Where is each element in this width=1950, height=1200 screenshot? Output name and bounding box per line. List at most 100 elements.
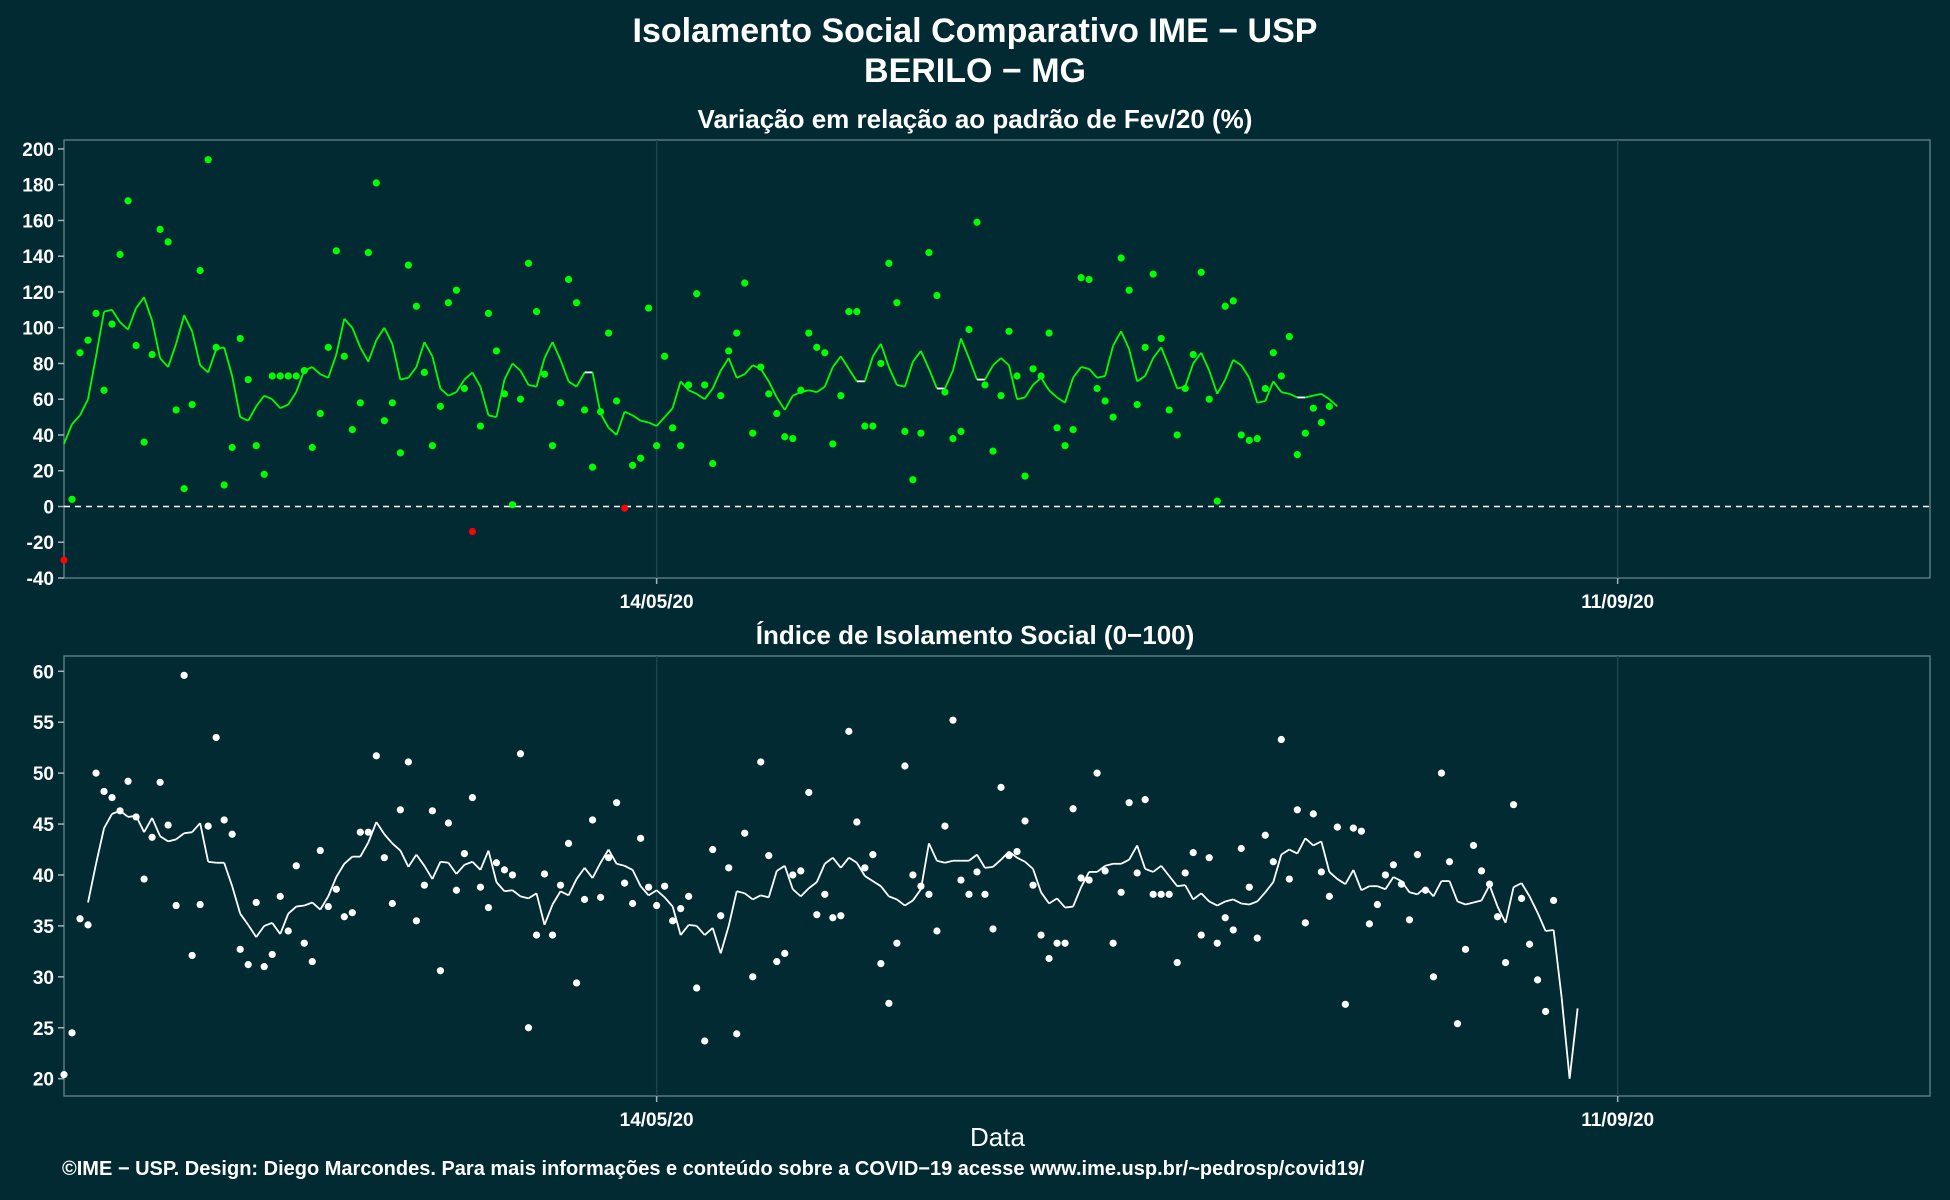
data-point [460, 849, 469, 858]
moving-average-segment [920, 843, 930, 890]
data-point [829, 440, 837, 448]
data-point [757, 363, 765, 371]
moving-average-segment [1120, 330, 1130, 350]
data-point [1069, 805, 1077, 813]
data-point [1269, 349, 1277, 357]
data-point [84, 336, 92, 344]
moving-average-segment [1152, 346, 1162, 359]
data-point [749, 973, 757, 981]
data-point [677, 442, 685, 450]
moving-average-segment [1320, 841, 1331, 873]
moving-average-segment [440, 860, 449, 864]
data-point [108, 320, 116, 328]
moving-average-segment [760, 894, 769, 899]
moving-average-segment [103, 813, 113, 829]
moving-average-segment [375, 327, 386, 341]
data-point [292, 862, 300, 870]
data-point [861, 864, 869, 872]
data-point [532, 931, 541, 939]
data-point [148, 833, 156, 841]
moving-average-segment [1000, 357, 1010, 366]
data-point [725, 864, 733, 872]
moving-average-segment [984, 865, 994, 869]
data-point [869, 851, 877, 859]
data-point [893, 299, 901, 307]
data-point [68, 495, 76, 503]
data-point [300, 939, 308, 947]
data-point [564, 839, 573, 848]
data-point [404, 261, 412, 269]
moving-average-segment [1152, 865, 1162, 873]
data-point [1125, 286, 1133, 294]
data-point [308, 957, 316, 966]
data-point [388, 899, 396, 908]
moving-average-segment [479, 386, 490, 416]
data-point [853, 818, 861, 826]
data-point [1333, 823, 1341, 831]
data-point [364, 828, 372, 836]
moving-average-segment [1312, 840, 1322, 847]
data-point [316, 846, 324, 855]
data-point [965, 325, 973, 334]
moving-average-segment [1448, 880, 1459, 902]
moving-average-segment [1080, 366, 1090, 370]
data-point [60, 556, 68, 564]
moving-average-segment [199, 364, 209, 374]
moving-average-segment [271, 922, 281, 935]
moving-average-segment [391, 842, 401, 852]
y-tick-label: -40 [27, 569, 54, 590]
y-tick-label: 120 [22, 283, 54, 304]
moving-average-segment [1545, 929, 1554, 932]
data-point [156, 778, 164, 786]
moving-average-segment [1496, 906, 1507, 924]
moving-average-segment [856, 862, 866, 877]
data-point [629, 899, 637, 908]
data-point [284, 927, 292, 935]
data-point [877, 359, 885, 368]
data-point [396, 806, 404, 814]
data-point [84, 921, 92, 929]
moving-average-segment [767, 870, 778, 898]
data-point [244, 961, 252, 969]
data-point [1005, 327, 1013, 335]
moving-average-segment [448, 391, 457, 397]
data-point [132, 341, 140, 350]
moving-average-segment [520, 895, 529, 900]
moving-average-segment [511, 889, 522, 898]
data-point [901, 762, 909, 770]
data-point [1541, 1007, 1550, 1016]
data-point [1405, 916, 1414, 924]
moving-average-segment [111, 309, 121, 323]
data-point [324, 902, 332, 911]
data-point [1109, 413, 1117, 421]
data-point [997, 392, 1005, 400]
moving-average-segment [375, 821, 386, 835]
moving-average-segment [736, 890, 745, 895]
data-point [540, 870, 549, 878]
data-point [1397, 880, 1406, 888]
data-point [236, 945, 244, 953]
data-point [885, 259, 893, 267]
moving-average-segment [383, 833, 394, 844]
data-point [556, 399, 565, 407]
moving-average-segment [151, 320, 161, 359]
data-point [1245, 436, 1253, 444]
data-point [1109, 939, 1117, 947]
data-point [1125, 799, 1133, 807]
moving-average-segment [439, 387, 450, 397]
data-point [677, 904, 685, 913]
footer-credit: ©IME − USP. Design: Diego Marcondes. Par… [62, 1158, 1365, 1180]
x-tick-label: 11/09/20 [1581, 1110, 1654, 1131]
data-point [1133, 400, 1141, 409]
data-point [957, 427, 965, 436]
data-point [1085, 876, 1093, 884]
moving-average-segment [471, 861, 482, 871]
data-point [1309, 404, 1317, 412]
moving-average-segment [679, 380, 690, 391]
data-point [492, 859, 501, 867]
moving-average-segment [960, 338, 970, 359]
moving-average-segment [407, 366, 418, 379]
data-point [637, 454, 645, 462]
data-point [1149, 270, 1157, 278]
